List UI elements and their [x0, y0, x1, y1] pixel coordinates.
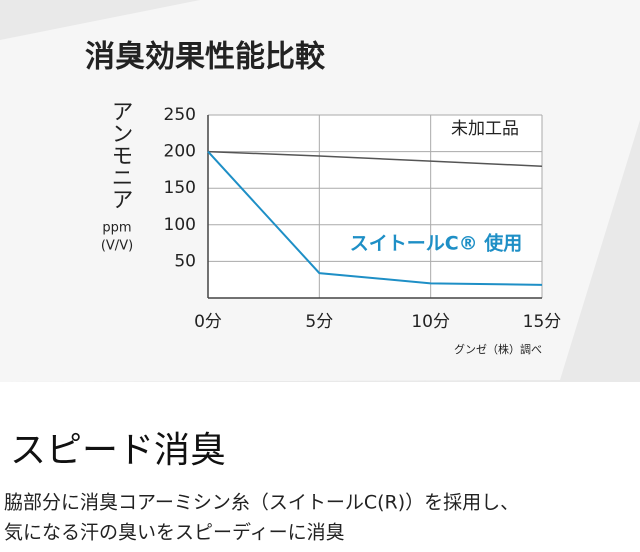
series-line — [207, 150, 543, 286]
x-tick-label: 0分 — [194, 312, 222, 332]
y-unit: ppm — [102, 221, 131, 236]
y-label: アンモニア — [108, 100, 133, 210]
series-label: 未加工品 — [451, 119, 519, 139]
body-line: 脇部分に消臭コアーミシン糸（スイトールC(R)）を採用し、 — [4, 492, 519, 514]
y-unit-detail: (V/V) — [101, 239, 133, 254]
y-tick-label: 200 — [164, 142, 196, 162]
y-tick-label: 250 — [164, 105, 196, 125]
source-note: グンゼ（株）調べ — [454, 342, 542, 356]
x-tick-label: 5分 — [305, 312, 333, 332]
x-tick-label: 10分 — [411, 312, 450, 332]
x-tick-label: 15分 — [523, 312, 562, 332]
y-tick-label: 100 — [164, 215, 196, 235]
y-tick-label: 50 — [174, 251, 196, 271]
plot-area — [208, 115, 542, 298]
y-tick-label: 150 — [164, 178, 196, 198]
series-label: スイトールC® 使用 — [350, 233, 523, 255]
section-heading: スピード消臭 — [10, 430, 226, 471]
chart-title: 消臭効果性能比較 — [85, 40, 326, 75]
body-line: 気になる汗の臭いをスピーディーに消臭 — [4, 522, 345, 544]
series-line — [207, 150, 543, 167]
